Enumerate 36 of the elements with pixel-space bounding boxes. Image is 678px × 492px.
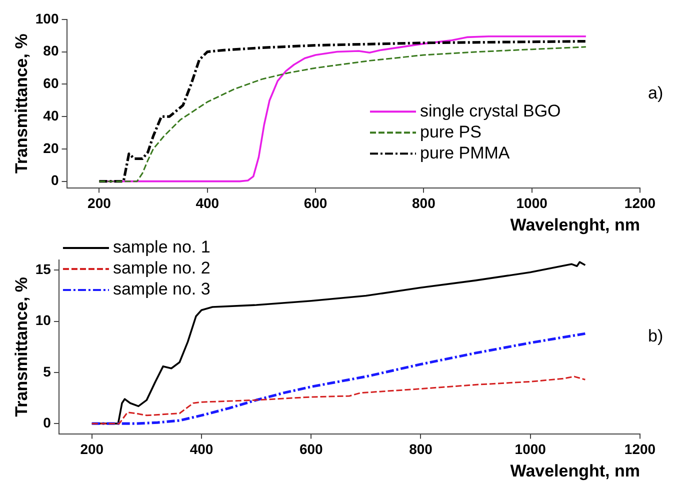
x-axis-title: Wavelenght, nm — [510, 215, 640, 234]
line-series — [90, 332, 586, 425]
y-tick-label: 80 — [43, 42, 59, 59]
x-axis-title: Wavelenght, nm — [510, 461, 640, 480]
x-tick-label: 1200 — [624, 441, 656, 458]
y-tick-label: 40 — [43, 107, 59, 124]
x-tick-label: 400 — [190, 441, 214, 458]
y-tick-label: 10 — [35, 312, 52, 328]
y-tick-label: 20 — [43, 140, 59, 156]
legend-label: pure PMMA — [420, 143, 510, 162]
text: a) — [648, 83, 664, 102]
text: b) — [648, 326, 664, 346]
legend-label: sample no. 2 — [112, 258, 210, 278]
x-tick-label: 800 — [412, 195, 436, 212]
y-tick-label: 15 — [35, 261, 52, 278]
x-tick-label: 600 — [304, 195, 328, 212]
legend-label: single crystal BGO — [420, 101, 561, 120]
x-tick-label: 600 — [299, 441, 324, 458]
y-axis-title: Transmittance, % — [12, 34, 31, 174]
line-series — [91, 376, 586, 424]
x-tick-label: 1200 — [624, 195, 656, 212]
y-tick-label: 100 — [35, 10, 59, 26]
y-tick-label: 60 — [43, 75, 59, 92]
y-tick-label: 0 — [50, 172, 59, 188]
y-tick-label: 5 — [43, 363, 52, 380]
x-tick-label: 800 — [409, 441, 433, 458]
x-tick-label: 200 — [80, 441, 104, 458]
x-tick-label: 1000 — [514, 441, 546, 458]
y-axis-title: Transmittance, % — [12, 276, 31, 417]
legend-label: sample no. 1 — [112, 238, 210, 257]
y-tick-label: 0 — [43, 414, 52, 430]
legend-label: sample no. 3 — [112, 280, 210, 299]
legend-label: pure PS — [420, 122, 482, 142]
x-tick-label: 400 — [196, 195, 220, 212]
x-tick-label: 1000 — [516, 195, 548, 212]
x-tick-label: 200 — [88, 195, 112, 212]
